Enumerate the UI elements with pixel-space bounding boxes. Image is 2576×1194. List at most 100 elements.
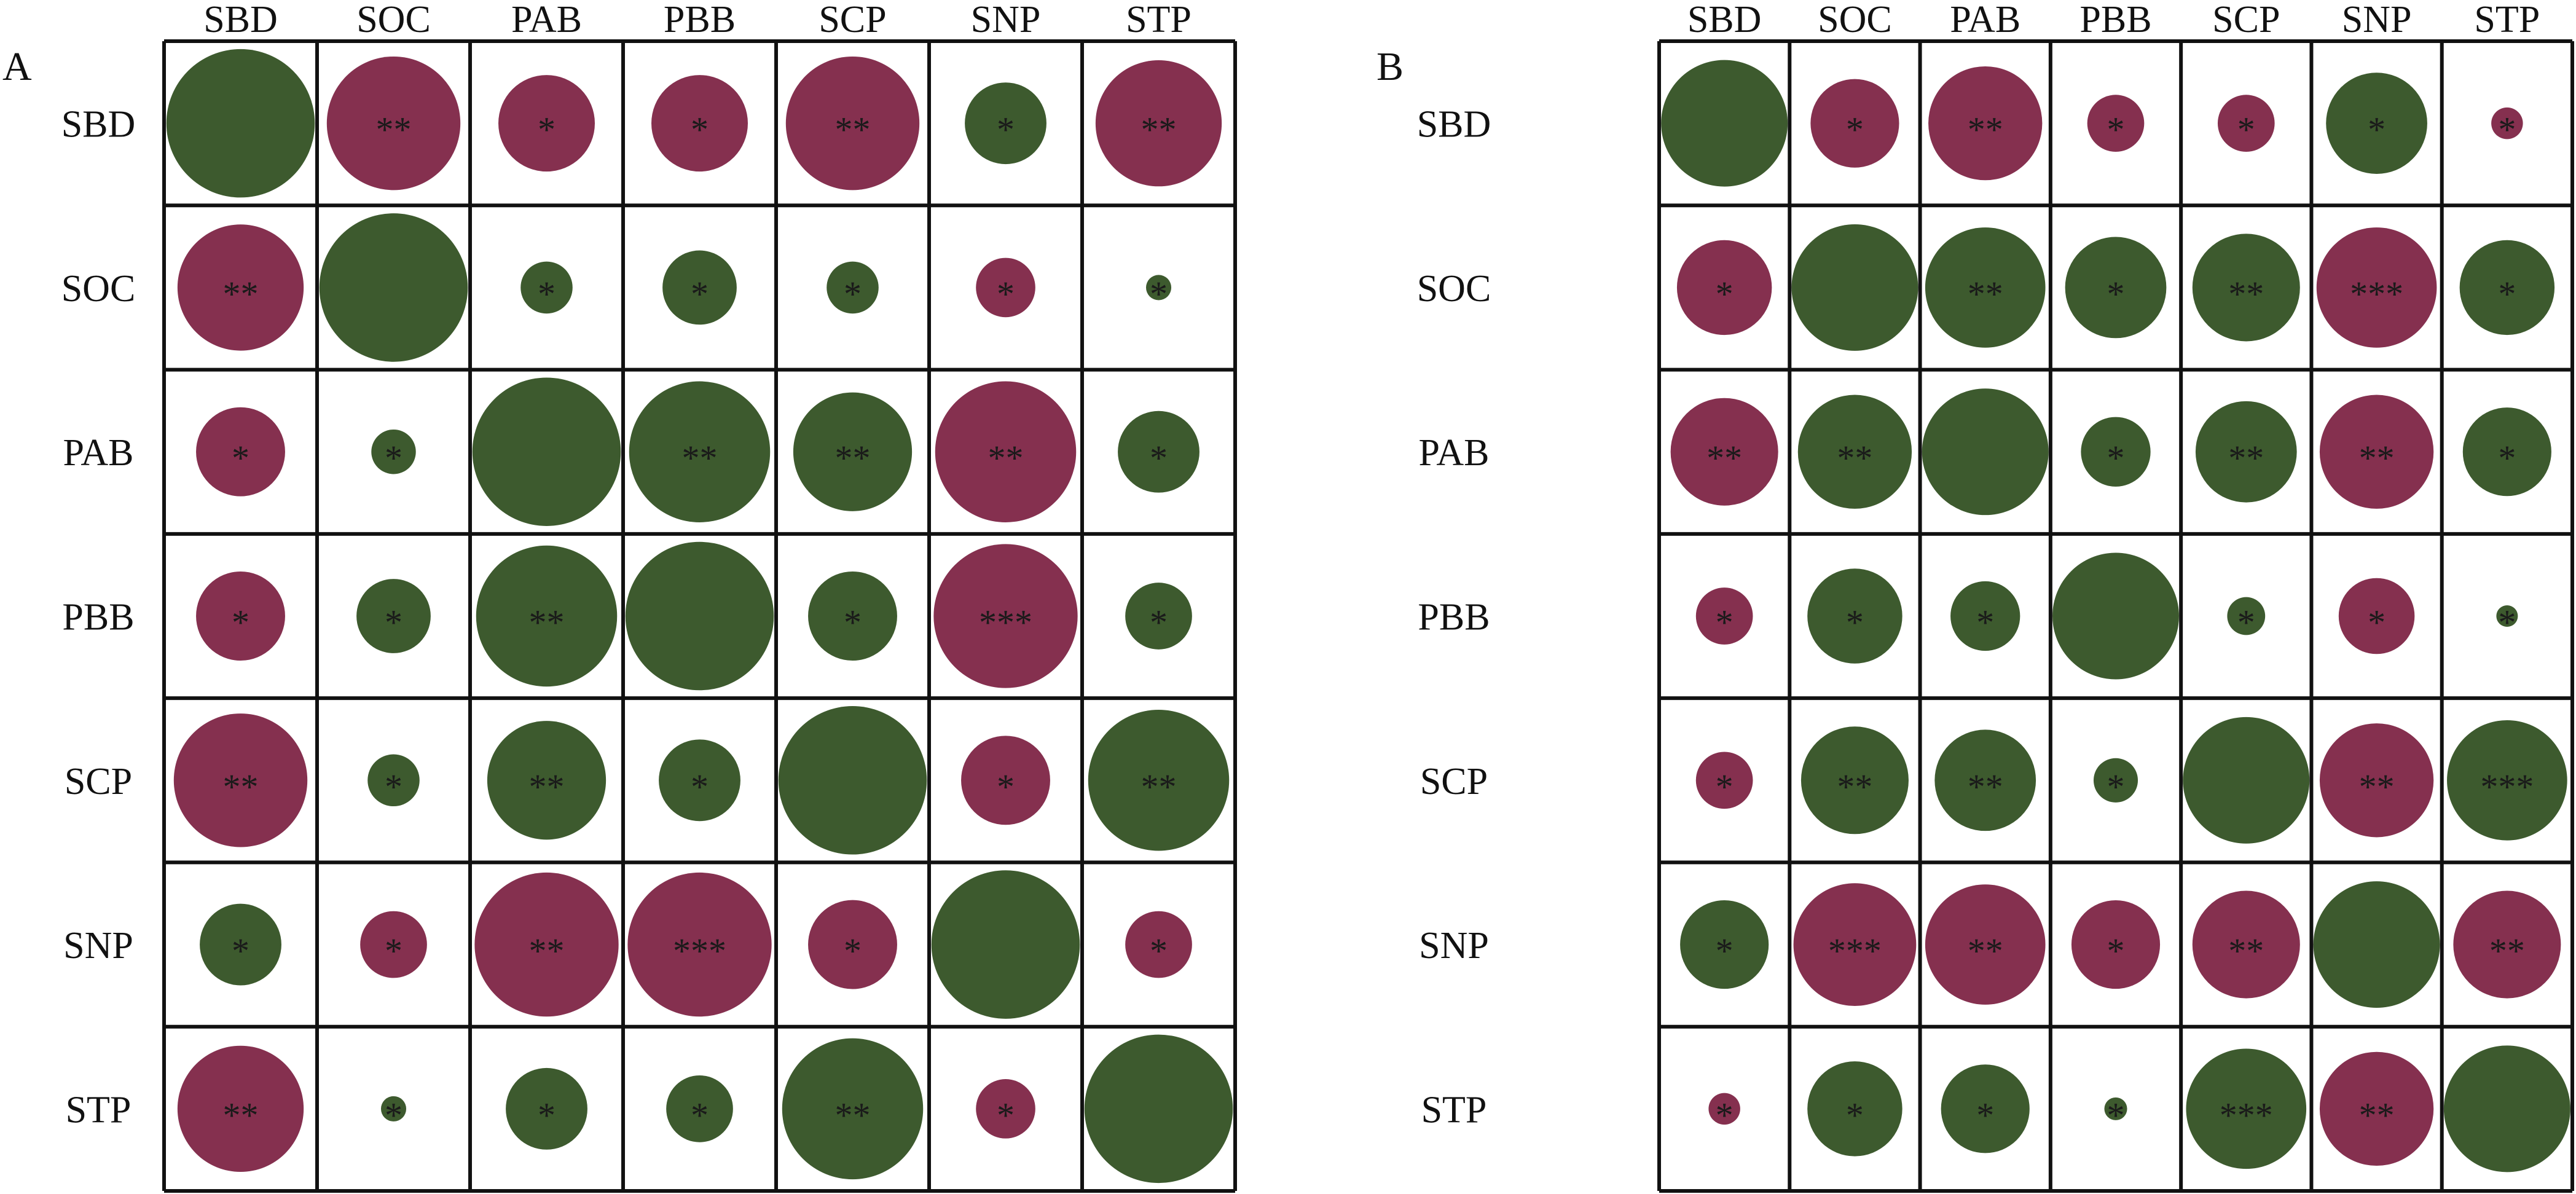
row-label: PAB	[1419, 432, 1490, 474]
correlation-circle-scp-pab	[487, 721, 607, 840]
row-label: SOC	[1417, 268, 1491, 310]
column-label: PBB	[664, 0, 736, 41]
correlation-circle-scp-soc	[1800, 726, 1909, 835]
correlation-circle-pab-stp	[1118, 410, 1200, 493]
significance-label: *	[997, 274, 1015, 314]
significance-label: **	[2489, 931, 2525, 971]
correlation-circle-sbd-soc	[326, 56, 461, 190]
correlation-circle-sbd-stp	[1095, 60, 1222, 187]
row-label: SNP	[63, 925, 133, 967]
column-label: SOC	[356, 0, 431, 41]
correlation-circle-stp-pbb	[2104, 1097, 2127, 1120]
significance-label: *	[385, 438, 402, 478]
significance-label: *	[2498, 438, 2516, 478]
significance-label: **	[529, 603, 565, 643]
significance-label: *	[997, 1095, 1015, 1135]
significance-label: **	[1968, 110, 2003, 150]
significance-label: **	[835, 438, 871, 478]
correlation-circle-scp-pab	[1934, 729, 2036, 831]
significance-label: *	[2237, 603, 2255, 643]
correlation-circle-scp-scp	[778, 706, 927, 855]
row-label: SBD	[61, 104, 136, 146]
column-label: SNP	[971, 0, 1041, 41]
correlation-circle-soc-scp	[827, 261, 879, 314]
row-label: SBD	[1417, 104, 1491, 146]
significance-label: *	[385, 931, 402, 971]
significance-label: **	[223, 767, 259, 807]
significance-label: *	[844, 931, 862, 971]
significance-label: ***	[2220, 1095, 2273, 1135]
significance-label: *	[2107, 438, 2125, 478]
significance-label: **	[1837, 767, 1872, 807]
significance-label: *	[1150, 438, 1168, 478]
correlation-circle-stp-stp	[2443, 1045, 2570, 1172]
correlation-circle-pab-pab	[472, 377, 621, 526]
correlation-circle-snp-stp	[2453, 890, 2561, 999]
significance-label: *	[2368, 110, 2386, 150]
significance-label: **	[988, 438, 1024, 478]
correlation-circle-pab-scp	[793, 392, 913, 511]
correlation-circle-scp-pbb	[2093, 758, 2138, 803]
correlation-circle-scp-snp	[961, 736, 1050, 825]
significance-label: *	[538, 110, 556, 150]
significance-label: *	[232, 931, 249, 971]
correlation-circle-pbb-pab	[476, 545, 618, 687]
correlation-circle-sbd-pbb	[651, 75, 748, 172]
significance-label: *	[1150, 931, 1168, 971]
significance-label: *	[1976, 1095, 1994, 1135]
correlation-circle-pbb-scp	[808, 571, 897, 661]
correlation-circle-soc-stp	[1145, 275, 1172, 300]
correlation-circle-stp-snp	[2319, 1051, 2434, 1166]
significance-label: *	[2107, 931, 2125, 971]
significance-label: *	[232, 603, 249, 643]
correlation-circle-pbb-scp	[2227, 597, 2266, 635]
correlation-circle-pab-stp	[2462, 407, 2551, 497]
significance-label: *	[538, 274, 556, 314]
significance-label: *	[2498, 603, 2516, 643]
column-label: STP	[1126, 0, 1192, 41]
correlation-circle-stp-snp	[976, 1079, 1035, 1139]
column-label: SCP	[2212, 0, 2280, 41]
significance-label: **	[1141, 767, 1177, 807]
row-label: SCP	[1420, 761, 1488, 803]
significance-label: **	[1837, 438, 1872, 478]
significance-label: **	[223, 1095, 259, 1135]
significance-label: *	[2107, 767, 2125, 807]
correlation-circle-scp-soc	[367, 754, 420, 807]
significance-label: *	[844, 603, 862, 643]
correlation-circle-soc-snp	[976, 257, 1035, 318]
correlation-circle-pab-pbb	[2081, 417, 2151, 487]
correlation-circle-snp-soc	[360, 911, 427, 978]
significance-label: *	[1716, 603, 1734, 643]
correlation-circle-pbb-snp	[933, 544, 1078, 688]
correlation-circle-soc-sbd	[1676, 240, 1772, 336]
correlation-circle-scp-snp	[2319, 723, 2434, 838]
correlation-circle-stp-soc	[1807, 1061, 1903, 1157]
correlation-circle-pab-snp	[935, 381, 1077, 522]
panel-A: A SBD SBD SOC SOC PAB PAB PBB PBB SCP SCP SNP SNP STP…	[2, 0, 1237, 1193]
significance-label: **	[1141, 110, 1177, 150]
correlation-circle-pbb-stp	[2496, 605, 2518, 627]
significance-label: *	[2107, 1095, 2125, 1135]
correlation-circle-sbd-snp	[2326, 73, 2427, 175]
correlation-circle-stp-sbd	[1708, 1093, 1740, 1125]
correlation-circle-pab-pab	[1922, 388, 2049, 516]
significance-label: *	[385, 603, 402, 643]
correlation-circle-snp-pbb	[627, 872, 772, 1017]
correlation-circle-snp-scp	[808, 900, 897, 989]
correlation-circle-scp-sbd	[1695, 752, 1753, 809]
correlation-circle-soc-pab	[520, 261, 573, 314]
significance-label: **	[2228, 438, 2264, 478]
significance-label: *	[691, 767, 709, 807]
correlation-circle-snp-sbd	[200, 903, 281, 986]
correlation-circle-pab-pbb	[629, 381, 771, 522]
significance-label: **	[2359, 438, 2395, 478]
correlation-circle-scp-stp	[1088, 710, 1230, 851]
correlation-circle-pbb-soc	[356, 579, 431, 653]
significance-label: *	[2107, 274, 2125, 314]
significance-label: *	[385, 1095, 402, 1135]
correlation-circle-snp-snp	[2313, 881, 2440, 1008]
correlation-circle-pab-snp	[2319, 395, 2434, 509]
column-label: PAB	[1950, 0, 2020, 41]
correlation-circle-snp-stp	[1125, 911, 1192, 978]
